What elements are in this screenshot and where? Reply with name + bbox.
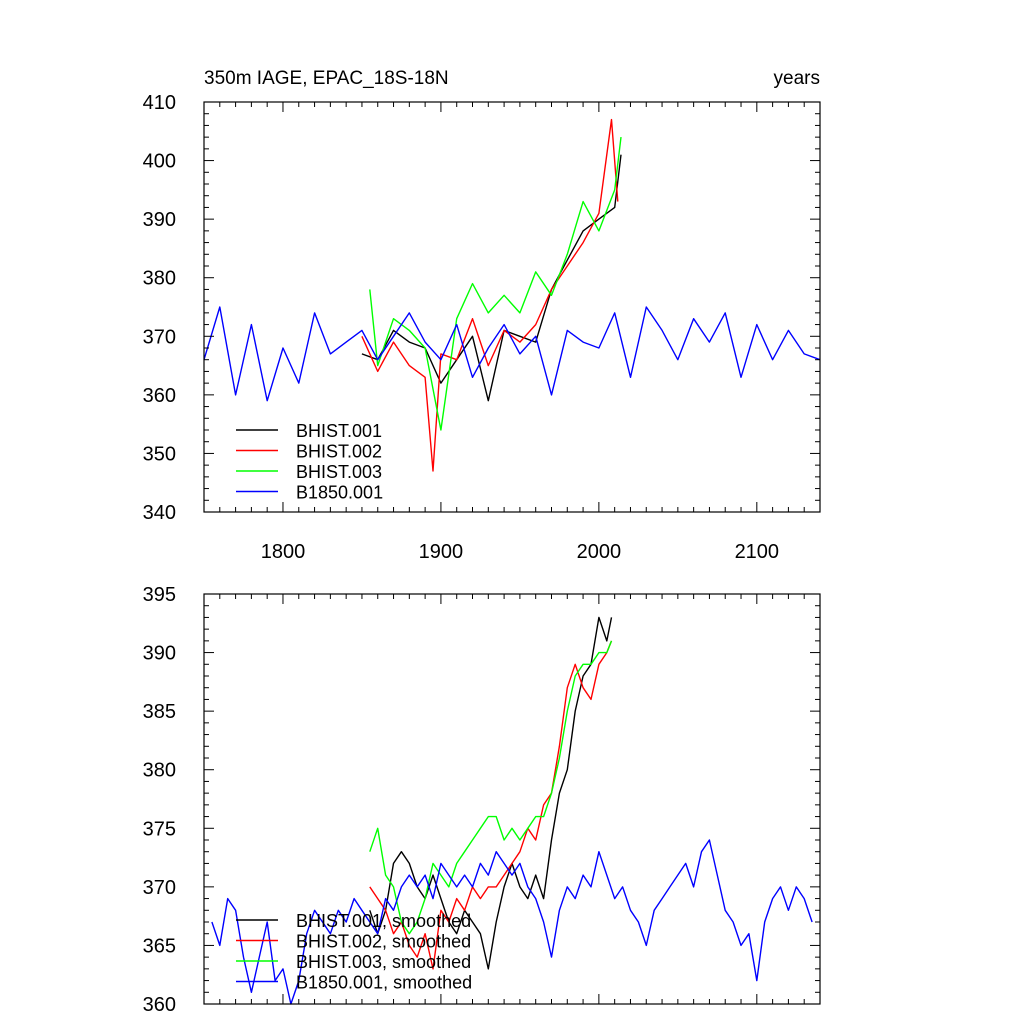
y-tick-label: 375: [143, 818, 176, 840]
x-tick-label: 2000: [577, 541, 622, 563]
series-layer: [203, 118, 821, 472]
chart-title-left: 350m IAGE, EPAC_18S-18N: [204, 68, 449, 89]
panel-raw: 350m IAGE, EPAC_18S-18N years 3403503603…: [143, 68, 821, 563]
series-line-2: [369, 137, 622, 431]
y-tick-label: 360: [143, 994, 176, 1016]
plot-frame: [203, 101, 821, 513]
legend-label: B1850.001, smoothed: [296, 973, 472, 993]
legend-label: BHIST.003, smoothed: [296, 952, 471, 972]
legend-label: BHIST.003: [296, 462, 382, 482]
y-tick-label: 365: [143, 935, 176, 957]
y-tick-label: 380: [143, 268, 176, 290]
x-tick-label: 2100: [735, 541, 780, 563]
y-tick-label: 370: [143, 877, 176, 899]
y-tick-label: 360: [143, 385, 176, 407]
y-tick-label: 390: [143, 209, 176, 231]
series-line-1: [361, 118, 619, 472]
y-tick-label: 385: [143, 701, 176, 723]
legend-label: BHIST.002, smoothed: [296, 932, 471, 952]
y-tick-label: 380: [143, 760, 176, 782]
panel-smoothed: 360 365 370 375 380 385 390 395 BHIST.001, smoo…: [143, 584, 821, 1016]
legend-label: B1850.001: [296, 483, 383, 503]
y-tick-label: 350: [143, 443, 176, 465]
y-tick-label: 340: [143, 502, 176, 524]
y-tick-label: 370: [143, 326, 176, 348]
y-tick-label: 395: [143, 584, 176, 606]
y-tick-label: 400: [143, 151, 176, 173]
legend-label: BHIST.001: [296, 421, 382, 441]
series-line-0: [369, 616, 613, 970]
ticks-layer: 360 365 370 375 380 385 390 395: [143, 584, 821, 1016]
series-line-3: [203, 306, 821, 402]
series-line-2: [369, 640, 613, 935]
series-layer: [211, 616, 813, 1005]
plot-frame: [203, 593, 821, 1005]
legend-label: BHIST.002: [296, 442, 382, 462]
y-tick-label: 390: [143, 643, 176, 665]
x-tick-label: 1900: [419, 541, 464, 563]
series-line-1: [369, 640, 613, 970]
chart-title-right: years: [774, 68, 820, 89]
y-tick-label: 410: [143, 92, 176, 114]
series-line-3: [211, 839, 813, 1005]
series-line-0: [361, 154, 622, 402]
x-tick-label: 1800: [261, 541, 306, 563]
ticks-layer: 340 350 360 370 380 390 400 410 1800 1900 2000 2100: [143, 92, 821, 563]
legend-label: BHIST.001, smoothed: [296, 911, 471, 931]
